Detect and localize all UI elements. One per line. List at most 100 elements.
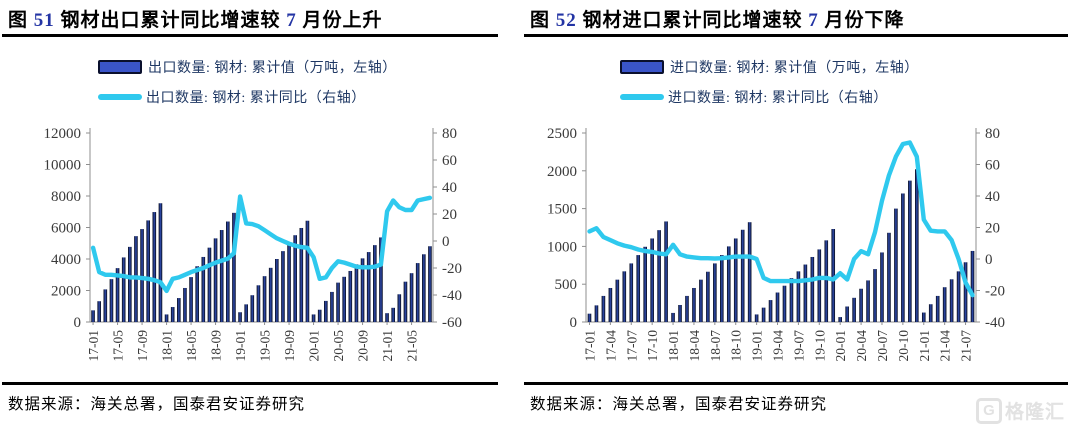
svg-text:-20: -20	[442, 261, 462, 277]
svg-text:2500: 2500	[547, 126, 577, 142]
svg-text:20: 20	[442, 207, 457, 223]
bar-series	[587, 169, 975, 322]
svg-text:0: 0	[570, 315, 578, 331]
title-prefix: 图	[8, 10, 34, 31]
line-series-swatch	[98, 94, 142, 100]
svg-text:10000: 10000	[44, 158, 82, 174]
svg-text:21-01: 21-01	[917, 330, 932, 362]
title-prefix: 图	[530, 10, 556, 31]
svg-text:20-05: 20-05	[331, 330, 346, 362]
title-text-end: 月份上升	[296, 10, 383, 31]
title-text: 钢材进口累计同比增速较	[576, 10, 809, 31]
svg-text:19-09: 19-09	[282, 330, 297, 362]
bar-series	[91, 203, 432, 323]
svg-text:4000: 4000	[51, 252, 81, 268]
figure-51-legend: 出口数量: 钢材: 累计值（万吨，左轴） 出口数量: 钢材: 累计同比（右轴）	[98, 52, 397, 112]
bar-series-swatch	[620, 60, 664, 74]
svg-text:21-05: 21-05	[405, 330, 420, 362]
svg-text:2000: 2000	[547, 164, 577, 180]
svg-text:20-09: 20-09	[356, 330, 371, 362]
svg-text:40: 40	[985, 189, 1000, 205]
title-text: 钢材出口累计同比增速较	[54, 10, 287, 31]
svg-text:20-07: 20-07	[875, 330, 890, 362]
svg-text:20-01: 20-01	[307, 330, 322, 362]
svg-text:20-01: 20-01	[833, 330, 848, 362]
figure-51-panel: 图 51 钢材出口累计同比增速较 7 月份上升 出口数量: 钢材: 累计值（万吨…	[2, 0, 498, 430]
title-text-end: 月份下降	[818, 10, 905, 31]
svg-text:17-01: 17-01	[583, 330, 598, 362]
svg-text:6000: 6000	[51, 221, 81, 237]
gelonghui-logo-icon: G	[975, 397, 1002, 424]
gelonghui-watermark: G 格隆汇	[975, 397, 1065, 424]
svg-text:18-01: 18-01	[666, 330, 681, 362]
line-series-swatch	[620, 94, 664, 100]
legend-item-line: 进口数量: 钢材: 累计同比（右轴）	[620, 82, 919, 112]
svg-text:17-01: 17-01	[86, 330, 101, 362]
svg-text:-60: -60	[442, 315, 462, 331]
legend-item-bar: 进口数量: 钢材: 累计值（万吨，左轴）	[620, 52, 919, 82]
svg-text:20-10: 20-10	[896, 330, 911, 362]
svg-text:19-01: 19-01	[750, 330, 765, 362]
legend-item-bar: 出口数量: 钢材: 累计值（万吨，左轴）	[98, 52, 397, 82]
svg-text:17-09: 17-09	[135, 330, 150, 362]
legend-label: 进口数量: 钢材: 累计同比（右轴）	[668, 91, 888, 106]
svg-text:17-04: 17-04	[603, 330, 618, 362]
legend-item-line: 出口数量: 钢材: 累计同比（右轴）	[98, 82, 397, 112]
svg-text:8000: 8000	[51, 189, 81, 205]
svg-text:20-04: 20-04	[854, 330, 869, 362]
yoy-line-series	[587, 140, 975, 298]
svg-text:0: 0	[74, 315, 82, 331]
title-figure-number: 52	[555, 10, 577, 31]
svg-text:17-05: 17-05	[111, 330, 126, 362]
svg-text:20: 20	[985, 221, 1000, 237]
svg-text:1500: 1500	[547, 202, 577, 218]
svg-text:18-01: 18-01	[160, 330, 175, 362]
figure-52-legend: 进口数量: 钢材: 累计值（万吨，左轴） 进口数量: 钢材: 累计同比（右轴）	[620, 52, 919, 112]
svg-text:21-01: 21-01	[380, 330, 395, 362]
svg-text:80: 80	[985, 126, 1000, 142]
bar-series-swatch	[98, 60, 142, 74]
source-divider	[2, 382, 498, 385]
x-axis: 17-01 17-04 17-07 17-10 18-01 18-04 18-07 18-10…	[583, 322, 974, 362]
figure-52-title: 图 52 钢材进口累计同比增速较 7 月份下降	[530, 5, 905, 32]
source-note: 数据来源：海关总署，国泰君安证券研究	[530, 396, 828, 413]
legend-label: 出口数量: 钢材: 累计值（万吨，左轴）	[148, 61, 397, 76]
title-month-number: 7	[286, 10, 297, 31]
figure-52-chart-canvas: 0 500 1000 1500 2000 2500 -40 -20 0 20 40 60 80 17-01…	[547, 126, 1005, 362]
svg-text:500: 500	[555, 277, 578, 293]
svg-text:19-07: 19-07	[791, 330, 806, 362]
svg-text:-20: -20	[985, 284, 1005, 300]
title-underline	[524, 34, 1068, 37]
svg-text:17-10: 17-10	[645, 330, 660, 362]
svg-text:-40: -40	[985, 315, 1005, 331]
gelonghui-logo-text: 格隆汇	[1004, 402, 1065, 423]
legend-label: 出口数量: 钢材: 累计同比（右轴）	[146, 91, 366, 106]
svg-text:18-05: 18-05	[184, 330, 199, 362]
x-axis: 17-01 17-05 17-09 18-01 18-05 18-09 19-01 19-05…	[86, 322, 420, 362]
title-underline	[2, 34, 498, 37]
svg-text:12000: 12000	[44, 126, 82, 142]
svg-text:18-09: 18-09	[209, 330, 224, 362]
figure-51-chart-canvas: 0 2000 4000 6000 8000 10000 12000 -60 -40 -20 0 20 4…	[44, 126, 463, 362]
svg-text:17-07: 17-07	[624, 330, 639, 362]
svg-text:-40: -40	[442, 288, 462, 304]
legend-label: 进口数量: 钢材: 累计值（万吨，左轴）	[670, 61, 919, 76]
source-divider	[524, 382, 1068, 385]
svg-text:60: 60	[442, 153, 457, 169]
svg-text:18-04: 18-04	[687, 330, 702, 362]
svg-text:1000: 1000	[547, 239, 577, 255]
svg-text:2000: 2000	[51, 284, 81, 300]
yoy-line-series	[90, 194, 433, 294]
figure-51-title: 图 51 钢材出口累计同比增速较 7 月份上升	[8, 5, 383, 32]
svg-text:0: 0	[442, 234, 450, 250]
source-note: 数据来源：海关总署，国泰君安证券研究	[8, 396, 306, 413]
svg-text:18-07: 18-07	[708, 330, 723, 362]
svg-text:19-01: 19-01	[233, 330, 248, 362]
svg-text:21-07: 21-07	[959, 330, 974, 362]
svg-text:21-04: 21-04	[938, 330, 953, 362]
svg-text:19-10: 19-10	[812, 330, 827, 362]
figure-52-panel: 图 52 钢材进口累计同比增速较 7 月份下降 进口数量: 钢材: 累计值（万吨…	[524, 0, 1068, 430]
svg-text:60: 60	[985, 158, 1000, 174]
svg-text:19-05: 19-05	[258, 330, 273, 362]
